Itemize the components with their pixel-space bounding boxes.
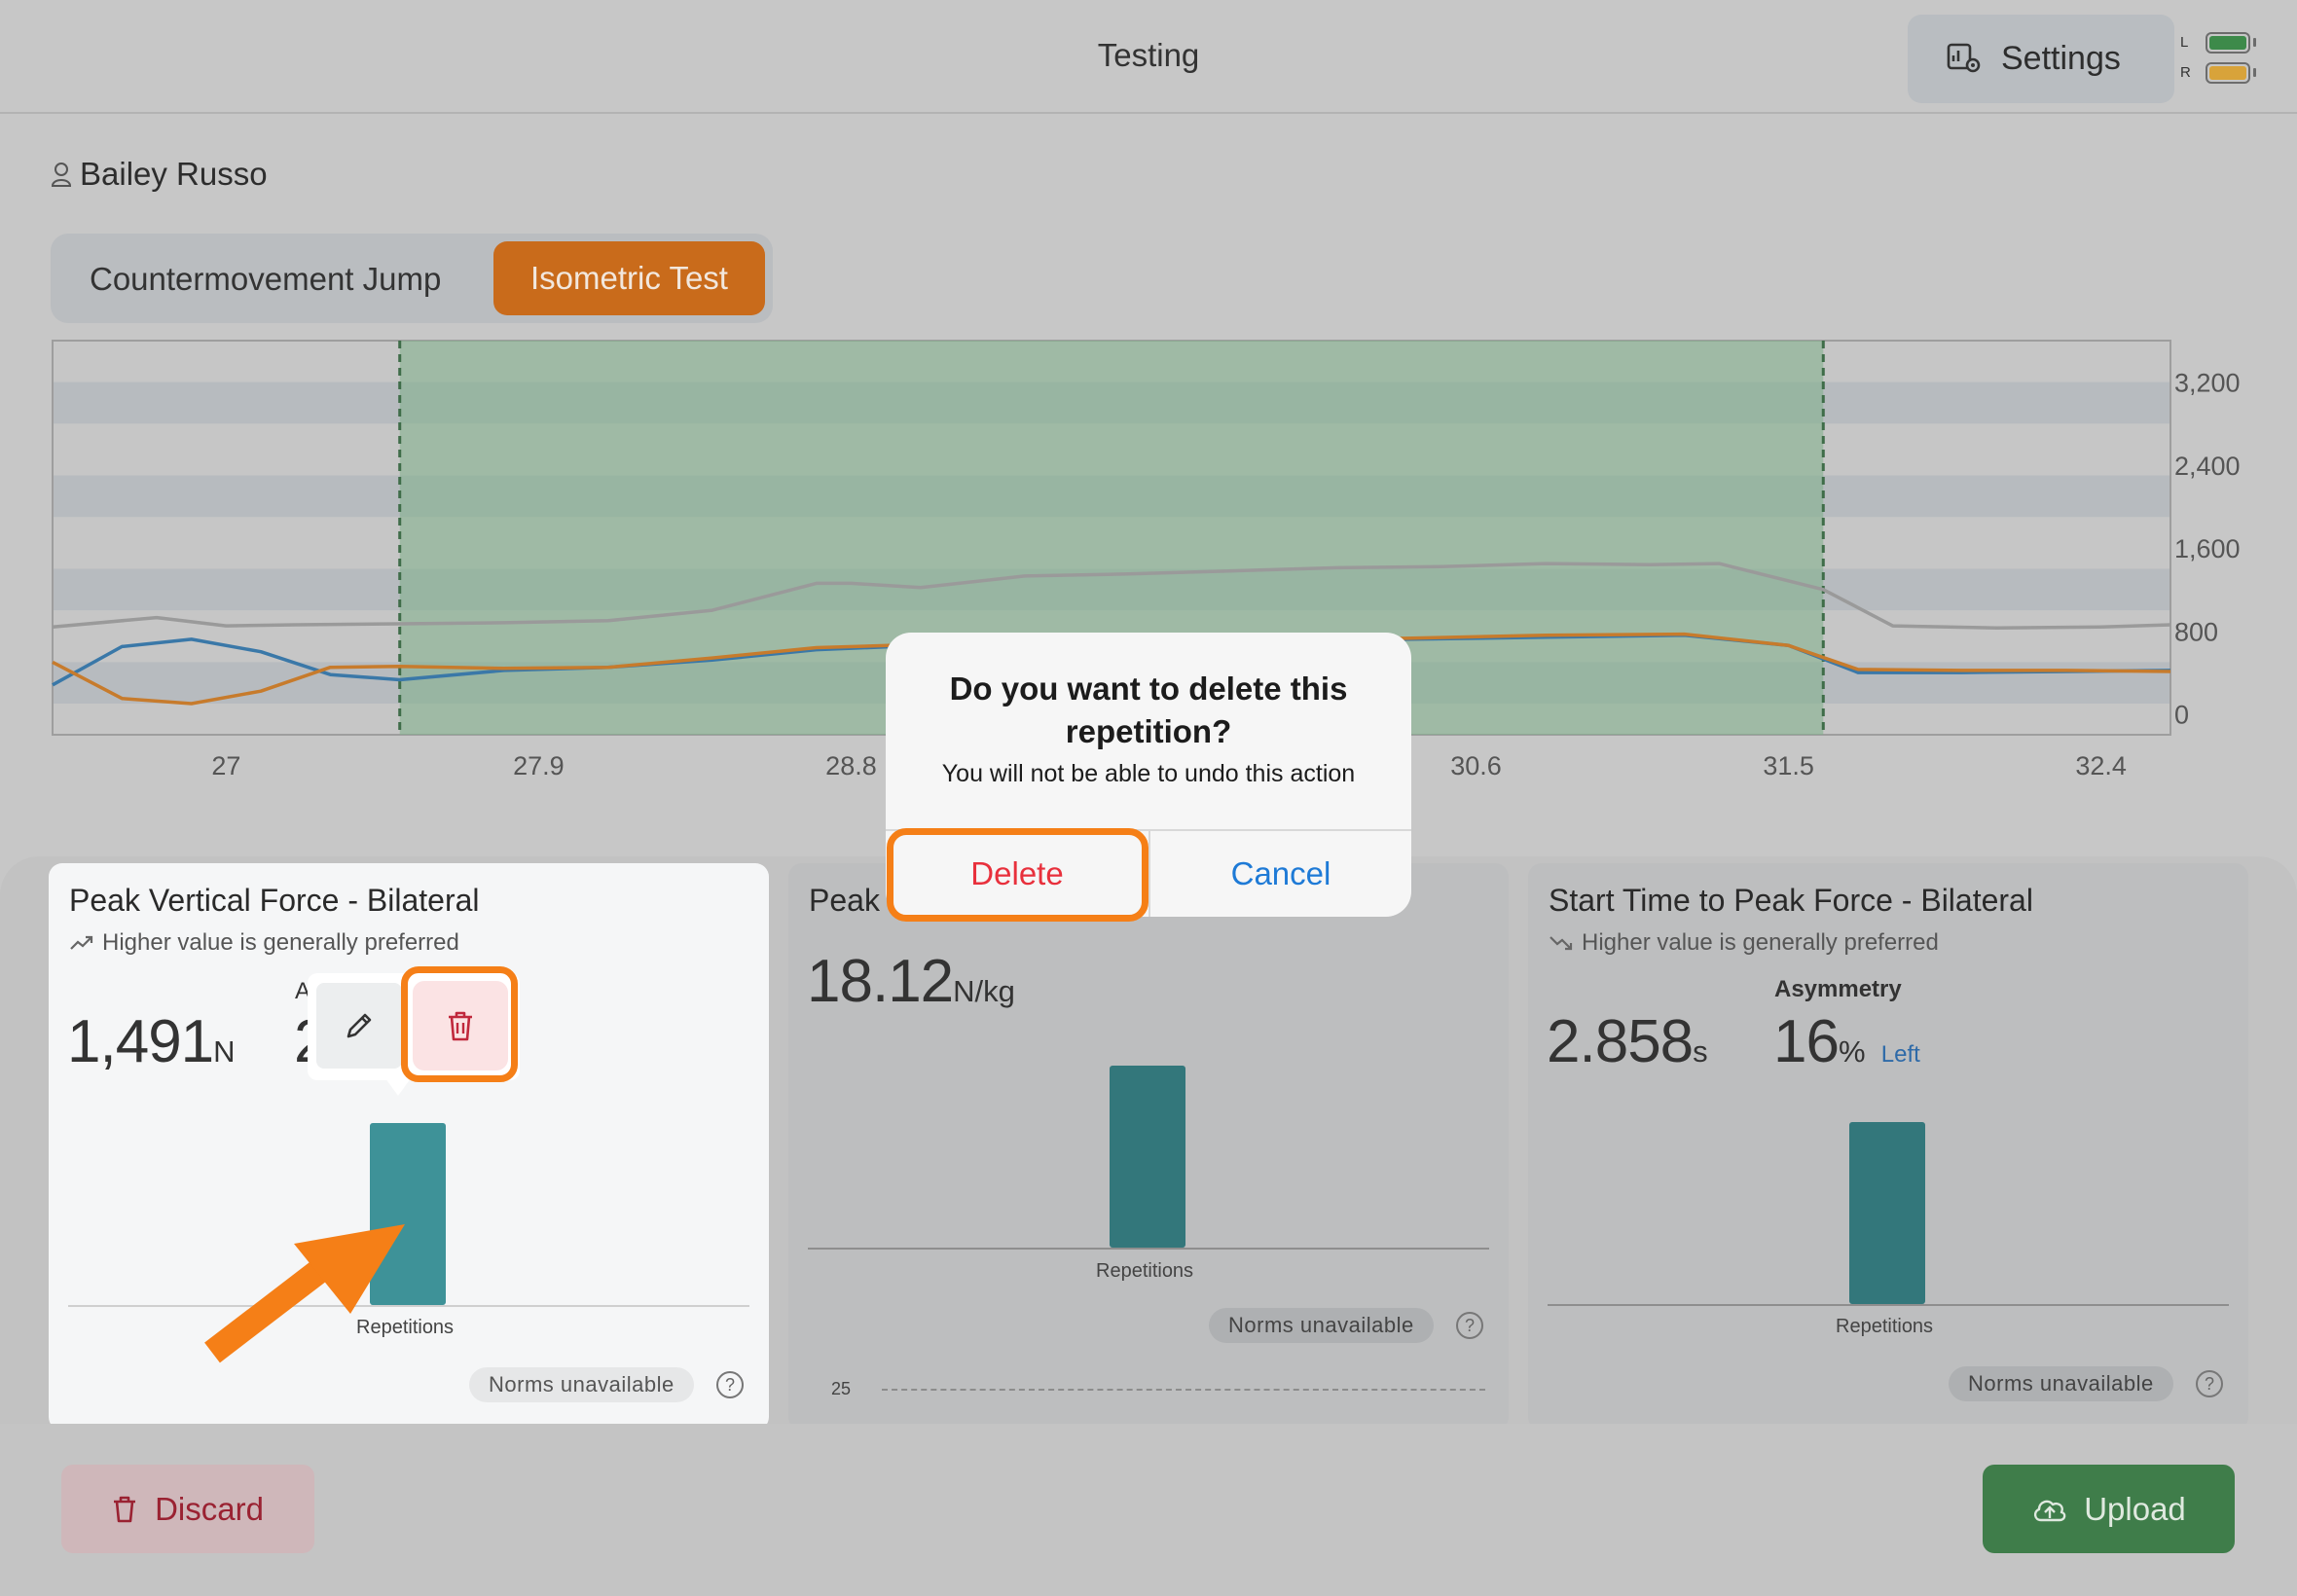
y-tick-label: 2,400	[2174, 452, 2241, 481]
help-icon[interactable]: ?	[1456, 1312, 1483, 1339]
bar-baseline	[68, 1305, 749, 1307]
bar-baseline	[808, 1248, 1489, 1250]
battery-right-icon	[2206, 61, 2250, 84]
battery-status: L R	[2180, 27, 2287, 88]
trend-down-icon	[1550, 936, 1573, 951]
delete-confirmation-dialog: Do you want to delete this repetition? Y…	[886, 633, 1411, 917]
athlete-name: Bailey Russo	[51, 156, 268, 193]
metric-value: 2.858s	[1547, 1008, 1708, 1075]
x-tick-label: 30.6	[1450, 751, 1502, 780]
card-title: Peak Vertical Force - Bilateral	[69, 883, 480, 918]
card-hint: Higher value is generally preferred	[69, 929, 459, 957]
x-tick-label: 27.9	[513, 751, 565, 780]
x-tick-label: 31.5	[1763, 751, 1814, 780]
repetition-bar[interactable]	[1110, 1066, 1185, 1248]
repetitions-label: Repetitions	[1836, 1316, 1934, 1337]
dialog-cancel-button[interactable]: Cancel	[1230, 855, 1331, 891]
bottom-bar	[0, 1424, 2297, 1596]
settings-label: Settings	[2001, 40, 2121, 77]
y-tick-label: 1,600	[2174, 534, 2241, 563]
tab-countermovement-jump[interactable]: Countermovement Jump	[90, 261, 442, 297]
y-tick-label: 3,200	[2174, 369, 2241, 398]
norm-reference-line	[882, 1389, 1485, 1391]
bar-baseline	[1548, 1304, 2229, 1306]
norms-badge: Norms unavailable	[469, 1367, 694, 1402]
norm-reference-tick: 25	[831, 1379, 852, 1398]
asymmetry-label: Asymmetry	[1774, 976, 1902, 1002]
card-title: Start Time to Peak Force - Bilateral	[1549, 883, 2033, 918]
metric-card-start-time-to-peak-force[interactable]: Start Time to Peak Force - Bilateral Hig…	[1528, 863, 2248, 1431]
asymmetry-label: A	[295, 978, 311, 1004]
norms-badge: Norms unavailable	[1949, 1366, 2173, 1401]
dialog-message: You will not be able to undo this action	[941, 760, 1356, 787]
athlete-name-label: Bailey Russo	[80, 156, 268, 192]
repetition-bar[interactable]	[370, 1123, 446, 1305]
battery-left-icon	[2206, 31, 2250, 54]
delete-repetition-button[interactable]	[413, 981, 508, 1070]
x-tick-label: 32.4	[2075, 751, 2127, 780]
battery-right-label: R	[2180, 64, 2191, 81]
cloud-upload-icon	[2034, 1500, 2066, 1521]
y-tick-label: 0	[2174, 701, 2189, 730]
dialog-delete-button[interactable]: Delete	[970, 855, 1064, 891]
highlight-delete-annotation	[887, 828, 1148, 922]
help-icon[interactable]: ?	[2196, 1370, 2223, 1397]
dialog-title: Do you want to delete this repetition?	[949, 671, 1348, 749]
popover-tail	[383, 1074, 414, 1096]
test-type-tabs: Countermovement Jump Isometric Test	[51, 234, 773, 323]
trend-up-icon	[70, 935, 93, 950]
battery-left-label: L	[2180, 34, 2189, 51]
x-tick-label: 28.8	[825, 751, 877, 780]
discard-button[interactable]: Discard	[61, 1465, 314, 1553]
pencil-icon	[346, 1013, 372, 1038]
help-icon[interactable]: ?	[716, 1371, 744, 1398]
metric-value: 1,491N	[67, 1008, 236, 1075]
metric-value: 18.12N/kg	[807, 948, 1015, 1015]
norms-badge: Norms unavailable	[1209, 1308, 1434, 1343]
trash-icon	[114, 1496, 136, 1522]
settings-icon	[1947, 43, 1981, 72]
card-title: Peak	[809, 883, 880, 918]
asymmetry-side: Left	[1880, 1041, 1920, 1068]
x-tick-label: 27	[211, 751, 240, 780]
repetitions-label: Repetitions	[1096, 1260, 1194, 1282]
dialog-button-divider	[1148, 829, 1150, 917]
trash-icon	[449, 1011, 472, 1041]
top-bar: Testing Settings L R	[0, 0, 2297, 114]
repetitions-label: Repetitions	[356, 1317, 455, 1338]
edit-repetition-button[interactable]	[316, 983, 402, 1069]
asymmetry-value: 16% Left	[1773, 1008, 1920, 1075]
tab-isometric-test[interactable]: Isometric Test	[493, 241, 765, 315]
settings-button[interactable]: Settings	[1908, 15, 2174, 103]
card-hint: Higher value is generally preferred	[1549, 929, 1939, 957]
y-tick-label: 800	[2174, 617, 2218, 646]
highlight-trash-annotation	[401, 966, 518, 1082]
person-icon	[51, 163, 72, 187]
upload-button[interactable]: Upload	[1983, 1465, 2235, 1553]
page-title: Testing	[1097, 37, 1200, 73]
series-line-0	[52, 562, 2171, 630]
metric-card-peak-relative-force[interactable]: Peak 18.12N/kg Repetitions Norms unavail…	[788, 863, 1509, 1431]
repetition-bar[interactable]	[1849, 1122, 1925, 1304]
